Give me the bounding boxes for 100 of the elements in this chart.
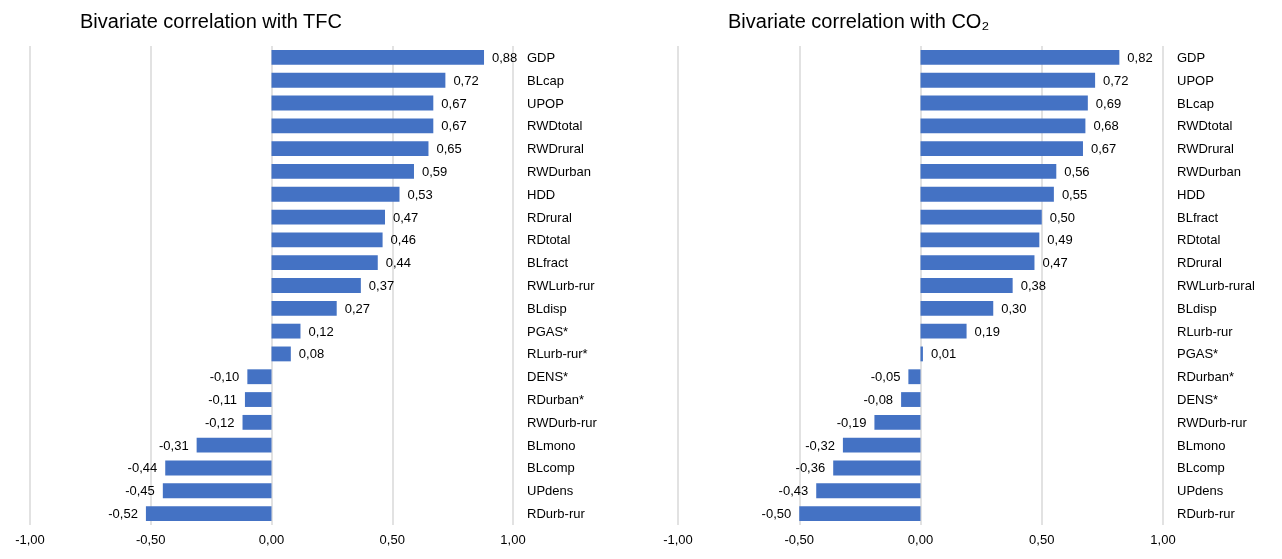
y-tick-label: RWDurb-rur [1177,414,1248,430]
bar [833,460,921,476]
data-label: 0,53 [407,186,433,202]
bar [920,232,1040,248]
data-label: 0,47 [393,209,419,225]
x-tick-label: -0,50 [784,532,815,547]
bar [271,186,400,202]
y-tick-label: RDrural [527,209,572,225]
data-label: 0,67 [1090,141,1117,157]
y-tick-label: RDurb-rur [527,506,586,522]
y-tick-label: RDurban* [1177,369,1235,385]
data-label: -0,12 [204,414,235,430]
bar [271,346,291,362]
bar [920,49,1120,65]
y-tick-label: RDtotal [1177,232,1221,248]
chart-title: Bivariate correlation with TFC [80,10,342,32]
data-label: 0,27 [344,300,371,316]
bar [271,164,414,179]
chart-title: Bivariate correlation with CO₂ [728,10,990,32]
y-tick-label: GDP [527,49,556,65]
y-tick-label: RDrural [1177,255,1222,271]
data-label: 0,68 [1093,118,1119,134]
y-tick-label: RDurb-rur [1177,506,1236,522]
bar [271,72,446,88]
bar [920,300,994,316]
bar [271,49,485,65]
y-tick-label: BLmono [527,437,576,453]
y-tick-label: PGAS* [1177,346,1219,362]
y-tick-label: RLurb-rur* [527,346,588,362]
bar [145,506,272,522]
y-tick-label: BLcap [527,72,564,88]
data-label: 0,12 [308,323,334,339]
data-label: -0,10 [209,369,240,385]
y-tick-label: GDP [1177,49,1206,65]
bar [901,392,921,407]
bar [920,255,1035,271]
bar [816,483,921,499]
y-tick-label: RWDtotal [527,118,583,134]
data-label: 0,38 [1020,278,1046,293]
bar [842,437,921,453]
y-tick-label: RWLurb-rural [1177,278,1255,293]
bar [874,414,921,430]
data-label: -0,31 [158,437,189,453]
bar [271,278,361,293]
bar [271,255,378,271]
bar [920,164,1057,179]
y-tick-label: RDtotal [527,232,571,248]
bar [920,278,1013,293]
y-tick-label: HDD [1177,186,1206,202]
y-tick-label: RLurb-rur [1177,323,1234,339]
x-tick-label: 1,00 [500,532,526,547]
data-label: -0,36 [795,460,826,476]
data-label: 0,01 [930,346,957,362]
data-label: 0,56 [1064,163,1090,179]
bar [920,186,1054,202]
data-label: 0,72 [453,72,479,88]
bar [799,506,921,522]
bar [244,392,272,407]
bar [196,437,272,453]
x-tick-label: 0,00 [907,532,934,547]
bar [271,95,434,111]
y-tick-label: BLcomp [1177,460,1225,476]
y-tick-label: BLfract [527,255,569,271]
bar [908,369,921,385]
y-tick-label: RWDurban [527,163,592,179]
bar [247,369,272,385]
x-tick-label: -0,50 [135,532,166,547]
data-label: 0,50 [1049,209,1076,225]
bar [242,414,272,430]
data-label: 0,19 [974,323,1000,339]
data-label: 0,82 [1127,49,1153,65]
y-tick-label: BLcap [1177,95,1214,111]
data-label: -0,45 [125,483,155,499]
data-label: -0,08 [863,392,894,408]
y-tick-label: RDurban* [527,392,585,408]
data-label: 0,49 [1047,232,1073,248]
x-tick-label: 0,00 [258,532,285,547]
data-label: 0,67 [441,118,467,134]
bar [920,118,1086,134]
bar [271,209,386,225]
data-label: -0,05 [870,369,901,385]
y-tick-label: DENS* [527,369,569,385]
data-label: 0,37 [368,278,395,293]
data-label: 0,72 [1103,72,1129,88]
y-tick-label: BLcomp [527,460,575,476]
data-label: 0,30 [1001,300,1027,316]
data-label: -0,19 [836,414,867,430]
data-label: -0,50 [761,506,792,522]
y-tick-label: BLdisp [527,300,567,316]
y-tick-label: RWDrural [527,141,584,157]
data-label: -0,32 [805,437,835,453]
bar [920,209,1042,225]
data-label: -0,11 [208,392,237,408]
y-tick-label: RWLurb-rur [527,278,596,293]
data-label: 0,47 [1042,255,1068,271]
data-label: 0,65 [436,141,462,157]
y-tick-label: RWDrural [1177,141,1234,157]
y-tick-label: UPOP [1177,72,1214,88]
y-tick-label: BLdisp [1177,300,1217,316]
x-tick-label: 0,50 [379,532,405,547]
